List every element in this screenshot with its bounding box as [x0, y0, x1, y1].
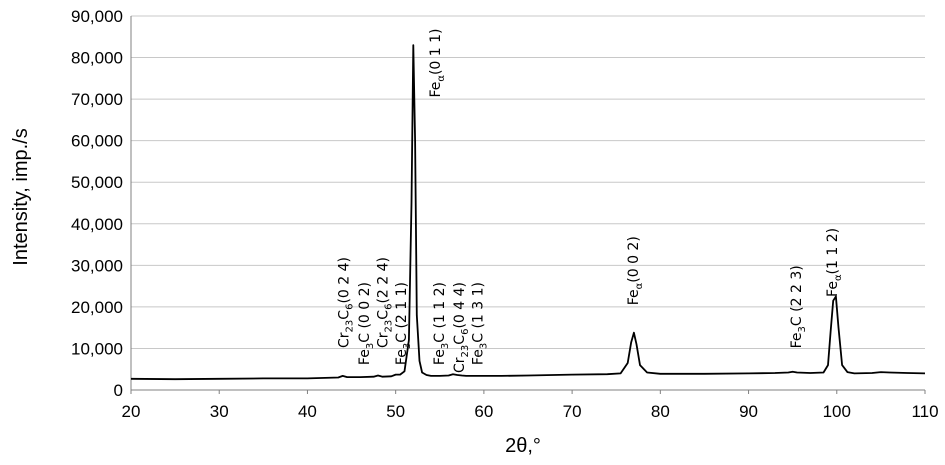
peak-annotation-0: Cr23C6(0 2 4) — [337, 257, 356, 348]
peak-annotation-4: Feα(0 1 1) — [428, 29, 447, 98]
x-tick-label: 60 — [474, 402, 493, 421]
series-group — [130, 44, 926, 381]
peak-annotation-9: Fe3C (2 2 3) — [789, 265, 808, 348]
series-line-0 — [130, 44, 926, 381]
y-tick-label: 80,000 — [71, 49, 123, 68]
peak-annotation-7: Fe3C (1 3 1) — [471, 282, 490, 365]
x-tick-label: 50 — [386, 402, 405, 421]
y-tick-label: 20,000 — [71, 298, 123, 317]
axes — [130, 16, 925, 391]
y-tick-label: 50,000 — [71, 173, 123, 192]
y-tick-label: 90,000 — [71, 7, 123, 26]
y-tick-label: 0 — [114, 381, 123, 400]
peak-annotation-3: Fe3C (2 1 1) — [394, 282, 413, 365]
gridlines — [131, 15, 925, 349]
y-tick-labels: 0 10,000 20,000 30,000 40,000 50,000 60,000 70,… — [71, 7, 123, 400]
peak-annotation-1: Fe3C (0 0 2) — [357, 282, 376, 365]
x-tick-labels: 20 30 40 50 60 70 80 90 100 110 — [122, 390, 939, 421]
x-tick-label: 110 — [911, 402, 938, 421]
x-axis-label: 2θ,° — [505, 435, 541, 457]
x-tick-label: 40 — [298, 402, 317, 421]
y-tick-label: 60,000 — [71, 132, 123, 151]
peak-annotation-10: Feα(1 1 2) — [825, 228, 844, 297]
peak-annotation-6: Cr23C6(0 4 4) — [452, 282, 471, 373]
x-tick-label: 20 — [122, 402, 141, 421]
y-tick-label: 40,000 — [71, 215, 123, 234]
y-tick-label: 10,000 — [71, 339, 123, 358]
y-tick-label: 70,000 — [71, 90, 123, 109]
peak-annotations: Cr23C6(0 2 4)Fe3C (0 0 2) Cr23C6(2 2 4)Fe… — [337, 29, 845, 373]
x-tick-label: 80 — [651, 402, 670, 421]
peak-annotation-2: Cr23C6(2 2 4) — [375, 257, 394, 348]
peak-annotation-5: Fe3C (1 1 2) — [432, 282, 451, 365]
peak-annotation-8: Feα(0 0 2) — [626, 236, 645, 305]
x-tick-label: 30 — [210, 402, 229, 421]
x-tick-label: 70 — [563, 402, 582, 421]
x-tick-label: 100 — [823, 402, 851, 421]
y-axis-label: Intensity, imp./s — [10, 128, 32, 265]
x-tick-label: 90 — [739, 402, 758, 421]
y-tick-label: 30,000 — [71, 256, 123, 275]
